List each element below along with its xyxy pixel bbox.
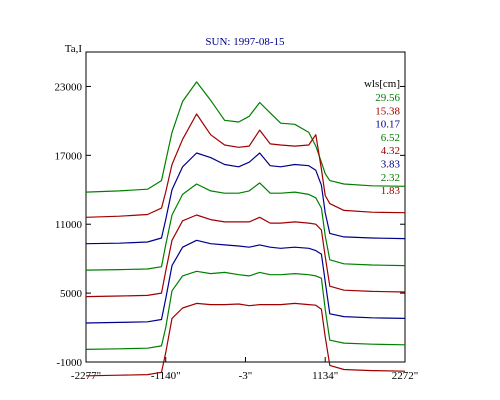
legend-item: 10.17 xyxy=(375,119,400,131)
legend-item: 15.38 xyxy=(375,105,400,117)
series-line-6-52 xyxy=(85,182,406,271)
x-ticks: -2277" -1140" -3" 1134" 2272" xyxy=(71,357,418,382)
series-lines xyxy=(85,81,406,377)
chart-title: SUN: 1997-08-15 xyxy=(205,36,285,48)
y-tick-label: 17000 xyxy=(55,150,83,162)
plot-frame xyxy=(85,51,406,363)
series-line-10-17 xyxy=(85,152,406,245)
legend-item: 3.83 xyxy=(381,159,401,171)
y-tick-label: 23000 xyxy=(55,81,83,93)
x-tick-label: 1134" xyxy=(312,370,338,382)
series-line-2-32 xyxy=(85,270,406,350)
y-ticks: -1000 5000 11000 17000 23000 xyxy=(55,81,405,369)
series-line-1-83 xyxy=(85,302,406,377)
legend-item: 2.32 xyxy=(381,172,400,184)
x-tick-label: -2277" xyxy=(71,370,101,382)
x-tick-label: -3" xyxy=(239,370,253,382)
series-line-3-83 xyxy=(85,239,406,324)
y-axis-label: Ta,I xyxy=(65,43,83,55)
series-line-29-56 xyxy=(85,81,406,193)
legend-item: 4.32 xyxy=(381,145,400,157)
legend-item: 29.56 xyxy=(375,92,400,104)
legend-title: wls[cm] xyxy=(364,78,400,90)
y-tick-label: 5000 xyxy=(60,288,83,300)
y-tick-label: -1000 xyxy=(56,357,82,369)
x-tick-label: -1140" xyxy=(151,370,181,382)
y-tick-label: 11000 xyxy=(55,219,83,231)
legend-item: 1.83 xyxy=(381,185,401,197)
x-tick-label: 2272" xyxy=(392,370,419,382)
series-line-15-38 xyxy=(85,113,406,218)
series-line-4-32 xyxy=(85,214,406,298)
legend-item: 6.52 xyxy=(381,132,400,144)
